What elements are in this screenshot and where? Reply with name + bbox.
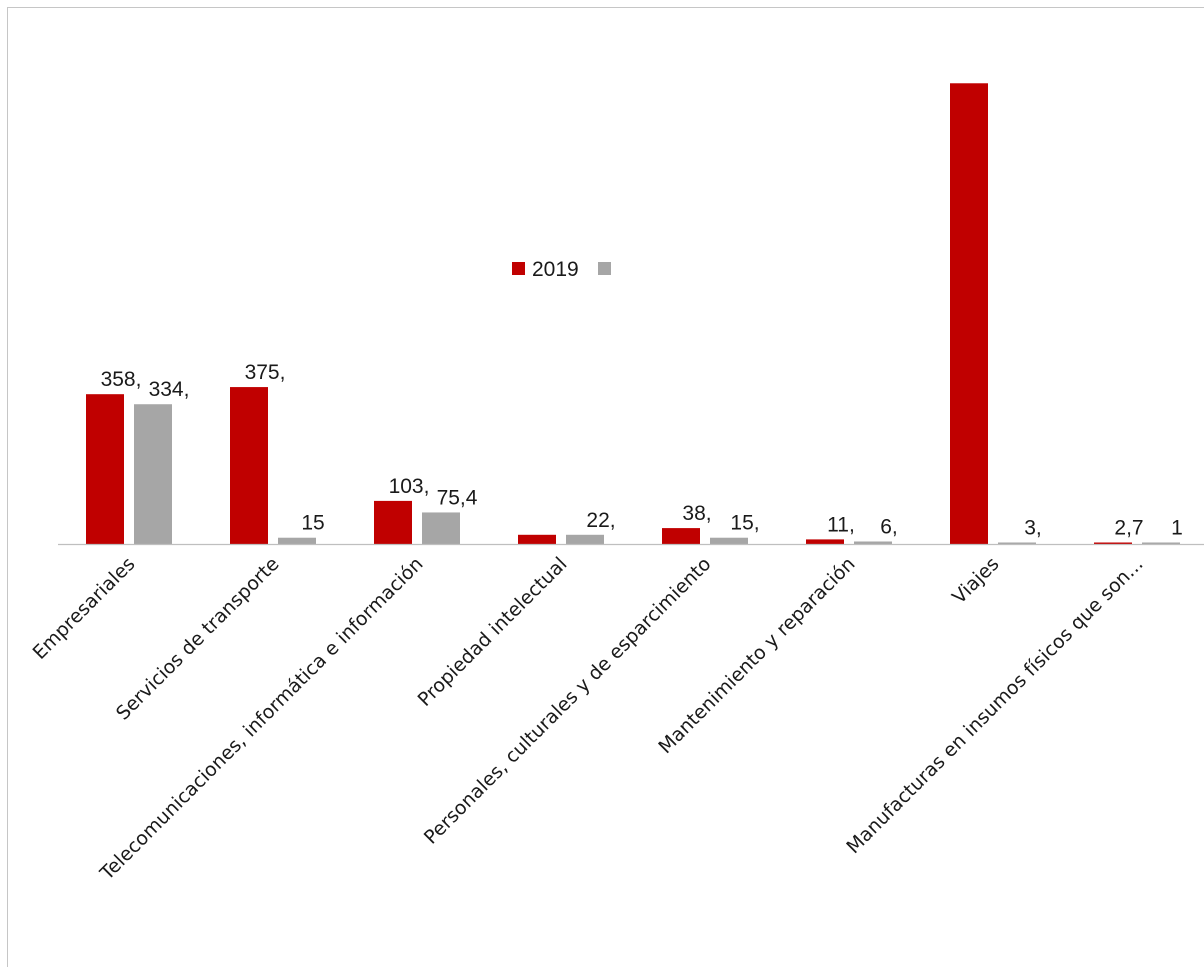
x-tick-label-7: Manufacturas en insumos físicos que son.…	[842, 553, 1147, 858]
bar-series2-0	[134, 404, 172, 544]
bar-series2-2	[422, 512, 460, 544]
data-label-series2-4: 15,	[730, 512, 759, 535]
bar-series1-3	[518, 534, 556, 544]
bar-series2-6	[998, 542, 1036, 544]
data-label-series1-1: 375,	[245, 361, 286, 384]
data-label-series2-3: 22,	[586, 509, 615, 532]
x-tick-label-2: Telecomunicaciones, informática e inform…	[95, 553, 427, 885]
data-label-series1-0: 358,	[101, 368, 142, 391]
bar-series2-5	[854, 541, 892, 544]
data-label-series2-7: 1	[1171, 517, 1183, 540]
x-tick-label-6: Viajes	[948, 553, 1003, 608]
data-label-series2-6: 3,	[1024, 517, 1042, 540]
x-tick-label-0: Empresariales	[29, 553, 140, 664]
bar-series1-2	[374, 500, 412, 544]
legend: 2019	[512, 258, 611, 281]
data-label-series1-4: 38,	[682, 502, 711, 525]
x-tick-label-4: Personales, culturales y de esparcimient…	[420, 553, 716, 849]
bar-series1-5	[806, 539, 844, 544]
data-label-series2-2: 75,4	[437, 486, 478, 509]
data-labels-layer: 358, 334, 375, 15 103, 75,4 22, 38, 15, 11, 6, 3, 2,…	[101, 361, 1183, 539]
bar-series1-1	[230, 387, 268, 544]
data-label-series2-0: 334,	[149, 378, 190, 401]
legend-swatch-1	[512, 262, 525, 275]
bar-series2-1	[278, 537, 316, 544]
x-tick-label-3: Propiedad intelectual	[414, 553, 572, 711]
bar-series1-0	[86, 394, 124, 544]
legend-swatch-2	[598, 262, 611, 275]
x-tick-label-1: Servicios de transporte	[112, 553, 284, 725]
data-label-series1-5: 11,	[827, 513, 855, 536]
bar-series1-6	[950, 83, 988, 544]
bar-series1-4	[662, 528, 700, 544]
data-label-series1-7: 2,7	[1114, 517, 1143, 540]
bars-layer	[86, 83, 1180, 544]
legend-label-1: 2019	[532, 258, 579, 281]
data-label-series2-5: 6,	[880, 515, 898, 538]
data-label-series1-2: 103,	[389, 475, 430, 498]
bar-series2-3	[566, 534, 604, 544]
bar-series2-4	[710, 537, 748, 544]
data-label-series2-1: 15	[301, 512, 324, 535]
bar-series2-7	[1142, 542, 1180, 544]
chart-frame	[7, 7, 1204, 967]
bar-series1-7	[1094, 542, 1132, 544]
